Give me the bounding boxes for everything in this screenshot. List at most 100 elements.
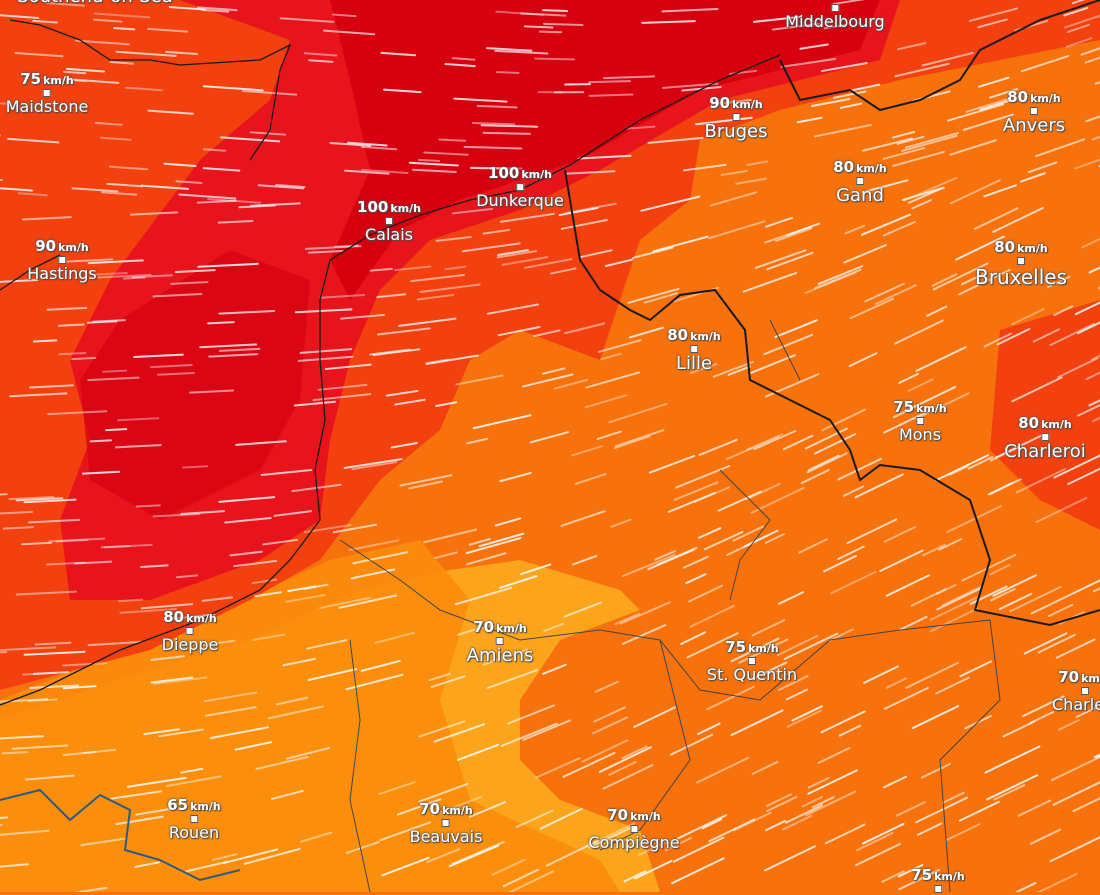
wind-streak <box>543 10 567 11</box>
city-name: Maidstone <box>6 99 89 115</box>
gust-speed-unit: km/h <box>916 402 947 415</box>
gust-speed-value: 90 <box>709 94 730 112</box>
city-marker[interactable]: Middelbourg <box>785 2 884 30</box>
city-dot-icon <box>190 815 198 823</box>
wind-streak <box>34 340 56 341</box>
gust-speed-value: 70 <box>1058 668 1079 686</box>
city-name: Amiens <box>467 647 534 665</box>
city-name: Beauvais <box>410 829 483 845</box>
wind-streak <box>59 353 85 354</box>
city-dot-icon <box>186 627 194 635</box>
city-dot-icon <box>690 345 698 353</box>
wind-streak <box>59 325 83 326</box>
wind-streak <box>106 429 126 430</box>
wind-streak <box>124 278 145 279</box>
city-name: Bruxelles <box>975 267 1067 287</box>
wind-streak <box>91 440 111 441</box>
city-name: Dieppe <box>162 637 219 653</box>
wind-streak <box>105 546 130 547</box>
city-dot-icon <box>385 217 393 225</box>
wind-streak <box>3 752 27 753</box>
gust-speed-value: 65 <box>167 796 188 814</box>
gust-speed-unit: km/h <box>1081 672 1100 685</box>
city-name: St. Quentin <box>707 667 797 683</box>
wind-streak <box>544 24 582 25</box>
gust-speed-unit: km/h <box>1017 242 1048 255</box>
city-dot-icon <box>1017 257 1025 265</box>
city-name: Hastings <box>27 266 97 282</box>
gust-speed-unit: km/h <box>856 162 887 175</box>
gust-speed-value: 75 <box>725 638 746 656</box>
gust-speed-unit: km/h <box>690 330 721 343</box>
city-name: Mons <box>893 427 947 443</box>
wind-streak <box>473 123 515 124</box>
gust-speed-unit: km/h <box>521 168 552 181</box>
gust-speed-unit: km/h <box>934 870 965 883</box>
wind-streak <box>72 358 95 359</box>
wind-streak <box>183 466 207 467</box>
wind-streak <box>540 32 561 33</box>
wind-streak <box>497 72 519 73</box>
gust-speed-value: 80 <box>163 608 184 626</box>
wind-streak <box>589 81 630 82</box>
wind-streak <box>137 505 160 506</box>
gust-speed-unit: km/h <box>58 241 89 254</box>
city-dot-icon <box>732 113 740 121</box>
gust-speed-value: 100 <box>488 164 519 182</box>
gust-speed-value: 90 <box>35 237 56 255</box>
gust-speed-value: 70 <box>419 800 440 818</box>
gust-speed-unit: km/h <box>190 800 221 813</box>
gust-speed-value: 70 <box>473 618 494 636</box>
city-dot-icon <box>516 183 524 191</box>
gust-speed-value: 80 <box>667 326 688 344</box>
city-marker[interactable]: Southend-on-Sea <box>17 0 173 6</box>
gust-speed-unit: km/h <box>748 642 779 655</box>
gust-speed-unit: km/h <box>186 612 217 625</box>
city-name: Southend-on-Sea <box>17 0 173 6</box>
wind-streak <box>439 140 465 141</box>
wind-streak <box>535 59 574 60</box>
city-name: Middelbourg <box>785 14 884 30</box>
city-dot-icon <box>916 417 924 425</box>
city-name: Calais <box>357 227 421 243</box>
city-name: Charlevi <box>1052 697 1100 713</box>
gust-speed-unit: km/h <box>732 98 763 111</box>
city-dot-icon <box>831 4 839 12</box>
gust-speed-unit: km/h <box>43 74 74 87</box>
wind-streak <box>208 322 234 323</box>
city-name: Compiègne <box>588 835 679 851</box>
gust-speed-value: 80 <box>994 238 1015 256</box>
